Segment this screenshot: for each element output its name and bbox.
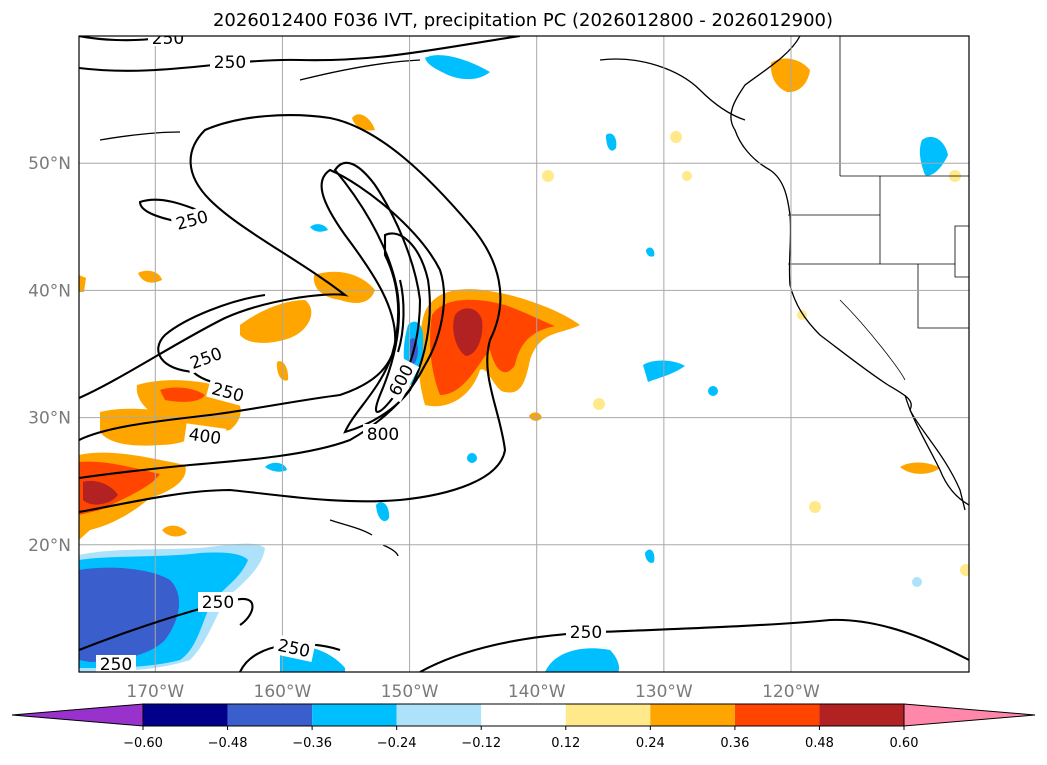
anomaly-patch	[900, 462, 940, 474]
coastline	[904, 394, 969, 506]
coastline	[99, 131, 181, 141]
colorbar-segment	[312, 704, 397, 726]
colorbar-segment	[734, 704, 820, 726]
colorbar-segment	[819, 704, 904, 726]
contour-label: 250	[202, 593, 234, 613]
colorbar-tick-label: 0.60	[890, 736, 919, 751]
x-tick-label: 160°W	[254, 682, 312, 702]
anomaly-patch	[162, 525, 187, 537]
anomaly-patch	[542, 170, 554, 182]
gridlines	[79, 36, 969, 672]
colorbar-extend-high	[903, 703, 1036, 727]
ivt-contour-250	[79, 36, 521, 72]
coastline	[382, 544, 399, 557]
colorbar-tick-label: −0.60	[123, 736, 163, 751]
coastline	[730, 36, 966, 511]
contour-label: 250	[152, 29, 184, 49]
anomaly-patch	[670, 131, 682, 143]
axis-ticks: 170°W 160°W 150°W 140°W 130°W 120°W 50°N 40°N 30…	[28, 154, 820, 702]
colorbar-tick-label: −0.24	[377, 736, 417, 751]
border	[917, 264, 969, 329]
coastline	[299, 59, 421, 81]
anomaly-patch	[960, 564, 969, 576]
anomaly-patch	[240, 300, 312, 343]
colorbar-segment	[481, 704, 566, 726]
coastline	[329, 519, 373, 536]
colorbar-segment	[565, 704, 651, 726]
anomaly-patch	[912, 577, 922, 587]
anomaly-patch	[467, 453, 477, 463]
colorbar-segment	[396, 704, 482, 726]
anomaly-patch	[425, 55, 490, 80]
anomaly-patch	[708, 386, 718, 396]
anomaly-patch	[376, 502, 390, 522]
contour-label: 800	[367, 425, 399, 445]
anomaly-patch	[919, 136, 948, 176]
colorbar-tick-label: −0.48	[208, 736, 248, 751]
anomaly-patch	[646, 247, 655, 257]
anomaly-patch	[453, 308, 483, 356]
ivt-contour-250	[157, 293, 266, 374]
colorbar-tick-label: −0.36	[292, 736, 332, 751]
ivt-contour-250	[79, 114, 507, 514]
plot-frame	[78, 35, 970, 673]
anomaly-patch	[606, 133, 617, 151]
contour-label: 250	[100, 655, 132, 675]
colorbar-tick-label: 0.24	[636, 736, 665, 751]
colorbar-segment	[650, 704, 735, 726]
contour-label: 250	[214, 53, 246, 73]
anomaly-patch	[160, 387, 205, 402]
coastline	[599, 58, 746, 121]
contour-label: 250	[570, 623, 602, 643]
colorbar-tick-label: 0.12	[551, 736, 580, 751]
colorbar-segment	[227, 704, 313, 726]
y-tick-label: 40°N	[28, 281, 71, 301]
ivt-contour-800	[343, 232, 431, 434]
colorbar-tick-label: 0.36	[720, 736, 749, 751]
state-borders	[788, 36, 969, 381]
ivt-contour-250	[419, 618, 969, 672]
anomaly-patch	[593, 398, 605, 410]
anomaly-patch	[310, 224, 328, 232]
colorbar-tick-label: 0.48	[805, 736, 834, 751]
y-tick-label: 30°N	[28, 409, 71, 429]
colorbar-extend-low	[11, 703, 144, 727]
x-tick-label: 150°W	[381, 682, 439, 702]
chart-title: 2026012400 F036 IVT, precipitation PC (2…	[213, 10, 833, 31]
y-tick-label: 50°N	[28, 154, 71, 174]
anomaly-patch	[79, 275, 86, 292]
border	[954, 225, 969, 278]
x-tick-label: 130°W	[635, 682, 693, 702]
anomaly-patch	[83, 480, 118, 505]
anomaly-patch	[138, 270, 162, 283]
anomaly-patch	[545, 648, 620, 672]
colorbar-segment	[143, 704, 228, 726]
x-tick-label: 140°W	[508, 682, 566, 702]
negative-anomaly-fill	[79, 55, 948, 672]
border	[839, 299, 906, 381]
anomaly-patch	[770, 58, 810, 93]
anomaly-patch	[682, 171, 692, 181]
anomaly-patch	[809, 501, 821, 513]
anomaly-patch	[645, 549, 655, 563]
anomaly-patch	[265, 462, 287, 472]
x-tick-label: 170°W	[126, 682, 184, 702]
ivt-contour-400	[79, 168, 446, 480]
y-tick-label: 20°N	[28, 536, 71, 556]
colorbar: −0.60 −0.48 −0.36 −0.24 −0.12 0.12 0.24 0.36 0.4…	[11, 703, 1036, 751]
colorbar-tick-label: −0.12	[461, 736, 501, 751]
colorbar-outline	[142, 703, 905, 727]
coastlines	[99, 36, 969, 557]
x-tick-label: 120°W	[762, 682, 820, 702]
contour-label: 400	[187, 425, 222, 449]
ivt-contour-800	[396, 279, 405, 353]
anomaly-patch	[529, 412, 542, 421]
anomaly-patch	[79, 567, 180, 662]
